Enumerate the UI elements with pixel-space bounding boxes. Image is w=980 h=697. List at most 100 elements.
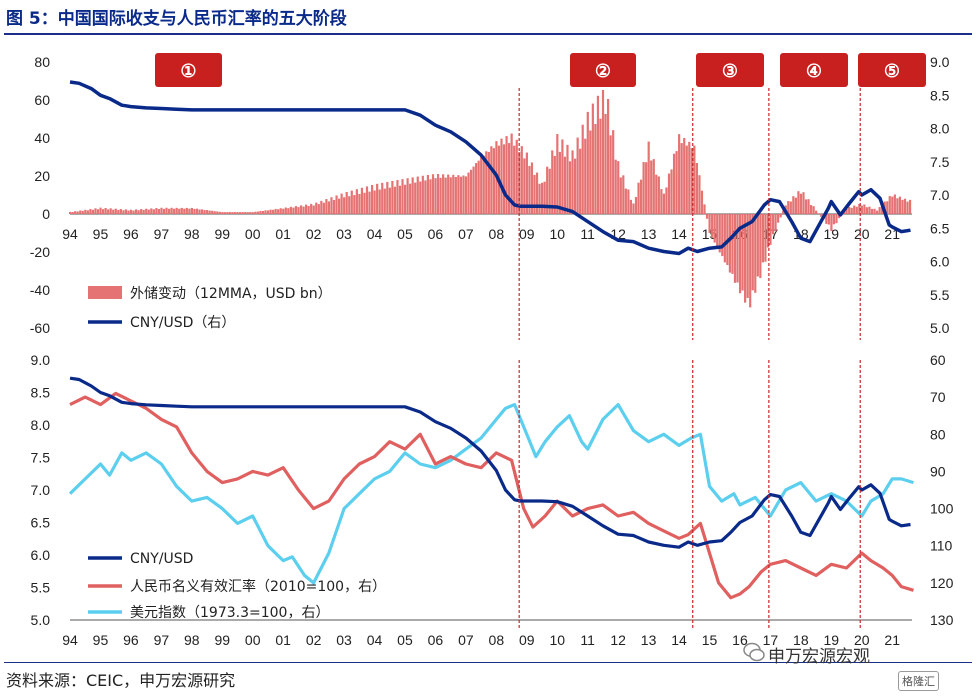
fx-reserve-bar <box>698 175 701 214</box>
fx-reserve-bar <box>439 177 442 214</box>
x-tick-label: 07 <box>458 632 474 648</box>
x-tick-label: 10 <box>549 226 565 242</box>
fx-reserve-bar <box>310 203 313 214</box>
fx-reserve-bar <box>279 208 282 214</box>
fx-reserve-bar <box>464 176 468 214</box>
fx-reserve-bar <box>901 199 904 214</box>
fx-reserve-bar <box>609 135 612 214</box>
fx-reserve-bar <box>868 206 871 214</box>
fx-reserve-bar <box>594 123 597 214</box>
fx-reserve-bar <box>652 159 655 214</box>
y-tick-label-left: 40 <box>34 130 50 146</box>
fx-reserve-bar <box>777 214 780 223</box>
fx-reserve-bar <box>274 208 277 214</box>
fx-reserve-bar <box>447 174 450 214</box>
x-tick-label: 18 <box>793 632 809 648</box>
fx-reserve-bar <box>449 177 452 214</box>
fx-reserve-bar <box>436 173 440 214</box>
fx-reserve-bar <box>261 210 265 214</box>
fx-reserve-bar <box>650 160 653 214</box>
x-tick-label: 02 <box>306 632 322 648</box>
stage-label: ② <box>595 61 611 81</box>
fx-reserve-bar <box>388 187 391 214</box>
fx-reserve-bar <box>799 193 803 214</box>
fx-reserve-bar <box>76 211 79 214</box>
stage-badge <box>858 53 926 87</box>
fx-reserve-bar <box>289 206 292 214</box>
fx-reserve-bar <box>137 210 140 214</box>
fx-reserve-bar <box>530 162 534 214</box>
y-tick-label-right: 60 <box>930 352 946 368</box>
fx-reserve-bar <box>117 209 120 214</box>
fx-reserve-bar <box>586 111 589 214</box>
fx-reserve-bar <box>622 175 625 214</box>
fx-reserve-bar <box>147 209 150 214</box>
fx-reserve-bar <box>414 182 417 214</box>
cny-usd-line <box>69 80 911 256</box>
y-tick-label-right: 130 <box>930 612 954 628</box>
stage-badge <box>570 53 636 87</box>
fx-reserve-bar <box>114 208 117 214</box>
fx-reserve-bar <box>452 174 455 214</box>
y-tick-label-left: 80 <box>34 54 50 70</box>
fx-reserve-bar <box>203 210 206 214</box>
fx-reserve-bar <box>411 177 414 214</box>
fx-reserve-bar <box>711 214 714 238</box>
fx-reserve-bar <box>393 186 397 214</box>
x-tick-label: 09 <box>519 632 535 648</box>
fx-reserve-bar <box>200 209 204 214</box>
fx-reserve-bar <box>525 152 528 214</box>
fx-reserve-bar <box>421 175 424 214</box>
fx-reserve-bar <box>551 150 554 214</box>
fx-reserve-bar <box>825 214 828 224</box>
fx-reserve-bar <box>419 181 422 214</box>
fx-reserve-bar <box>612 130 615 214</box>
fx-reserve-bar <box>292 207 295 214</box>
x-tick-label: 01 <box>275 226 291 242</box>
fx-reserve-bar <box>672 153 676 214</box>
fx-reserve-bar <box>906 201 909 214</box>
fx-reserve-bar <box>327 201 331 214</box>
fx-reserve-bar <box>360 187 364 214</box>
fx-reserve-bar <box>228 212 232 214</box>
fx-reserve-bar <box>571 150 574 214</box>
x-tick-label: 08 <box>489 632 505 648</box>
fx-reserve-bar <box>69 211 72 214</box>
stage-label: ③ <box>722 61 738 81</box>
fx-reserve-bar <box>277 209 280 214</box>
y-tick-label-right: 110 <box>930 538 953 554</box>
fx-reserve-bar <box>812 206 815 214</box>
fx-reserve-bar <box>332 200 336 214</box>
fx-reserve-bar <box>787 201 790 214</box>
legend-label: 外储变动（12MMA，USD bn） <box>130 286 332 302</box>
fx-reserve-bar <box>898 196 902 214</box>
fx-reserve-bar <box>368 191 371 214</box>
fx-reserve-bar <box>738 214 742 294</box>
y-tick-label-left: 7.5 <box>31 450 51 466</box>
fx-reserve-bar <box>213 211 216 214</box>
fx-reserve-bar <box>150 208 153 214</box>
fx-reserve-bar <box>642 162 645 214</box>
fx-reserve-bar <box>96 209 100 214</box>
fx-reserve-bar <box>185 207 188 214</box>
fx-reserve-bar <box>815 210 818 214</box>
fx-reserve-bar <box>556 134 559 214</box>
x-tick-label: 03 <box>336 632 352 648</box>
fx-reserve-bar <box>459 176 463 214</box>
fx-reserve-bar <box>870 208 874 214</box>
fx-reserve-bar <box>820 214 823 217</box>
fx-reserve-bar <box>617 161 620 214</box>
fx-reserve-bar <box>142 209 145 214</box>
fx-reserve-bar <box>84 209 87 214</box>
y-tick-label-left: -40 <box>30 282 50 298</box>
fx-reserve-bar <box>239 212 242 214</box>
fx-reserve-bar <box>733 214 737 283</box>
fx-reserve-bar <box>223 212 226 214</box>
fx-reserve-bar <box>312 205 315 214</box>
fx-reserve-bar <box>236 212 239 214</box>
fx-reserve-bar <box>424 180 427 214</box>
fx-reserve-bar <box>74 211 77 214</box>
fx-reserve-bar <box>175 207 178 214</box>
fx-reserve-bar <box>109 208 112 214</box>
fx-reserve-bar <box>112 209 115 214</box>
